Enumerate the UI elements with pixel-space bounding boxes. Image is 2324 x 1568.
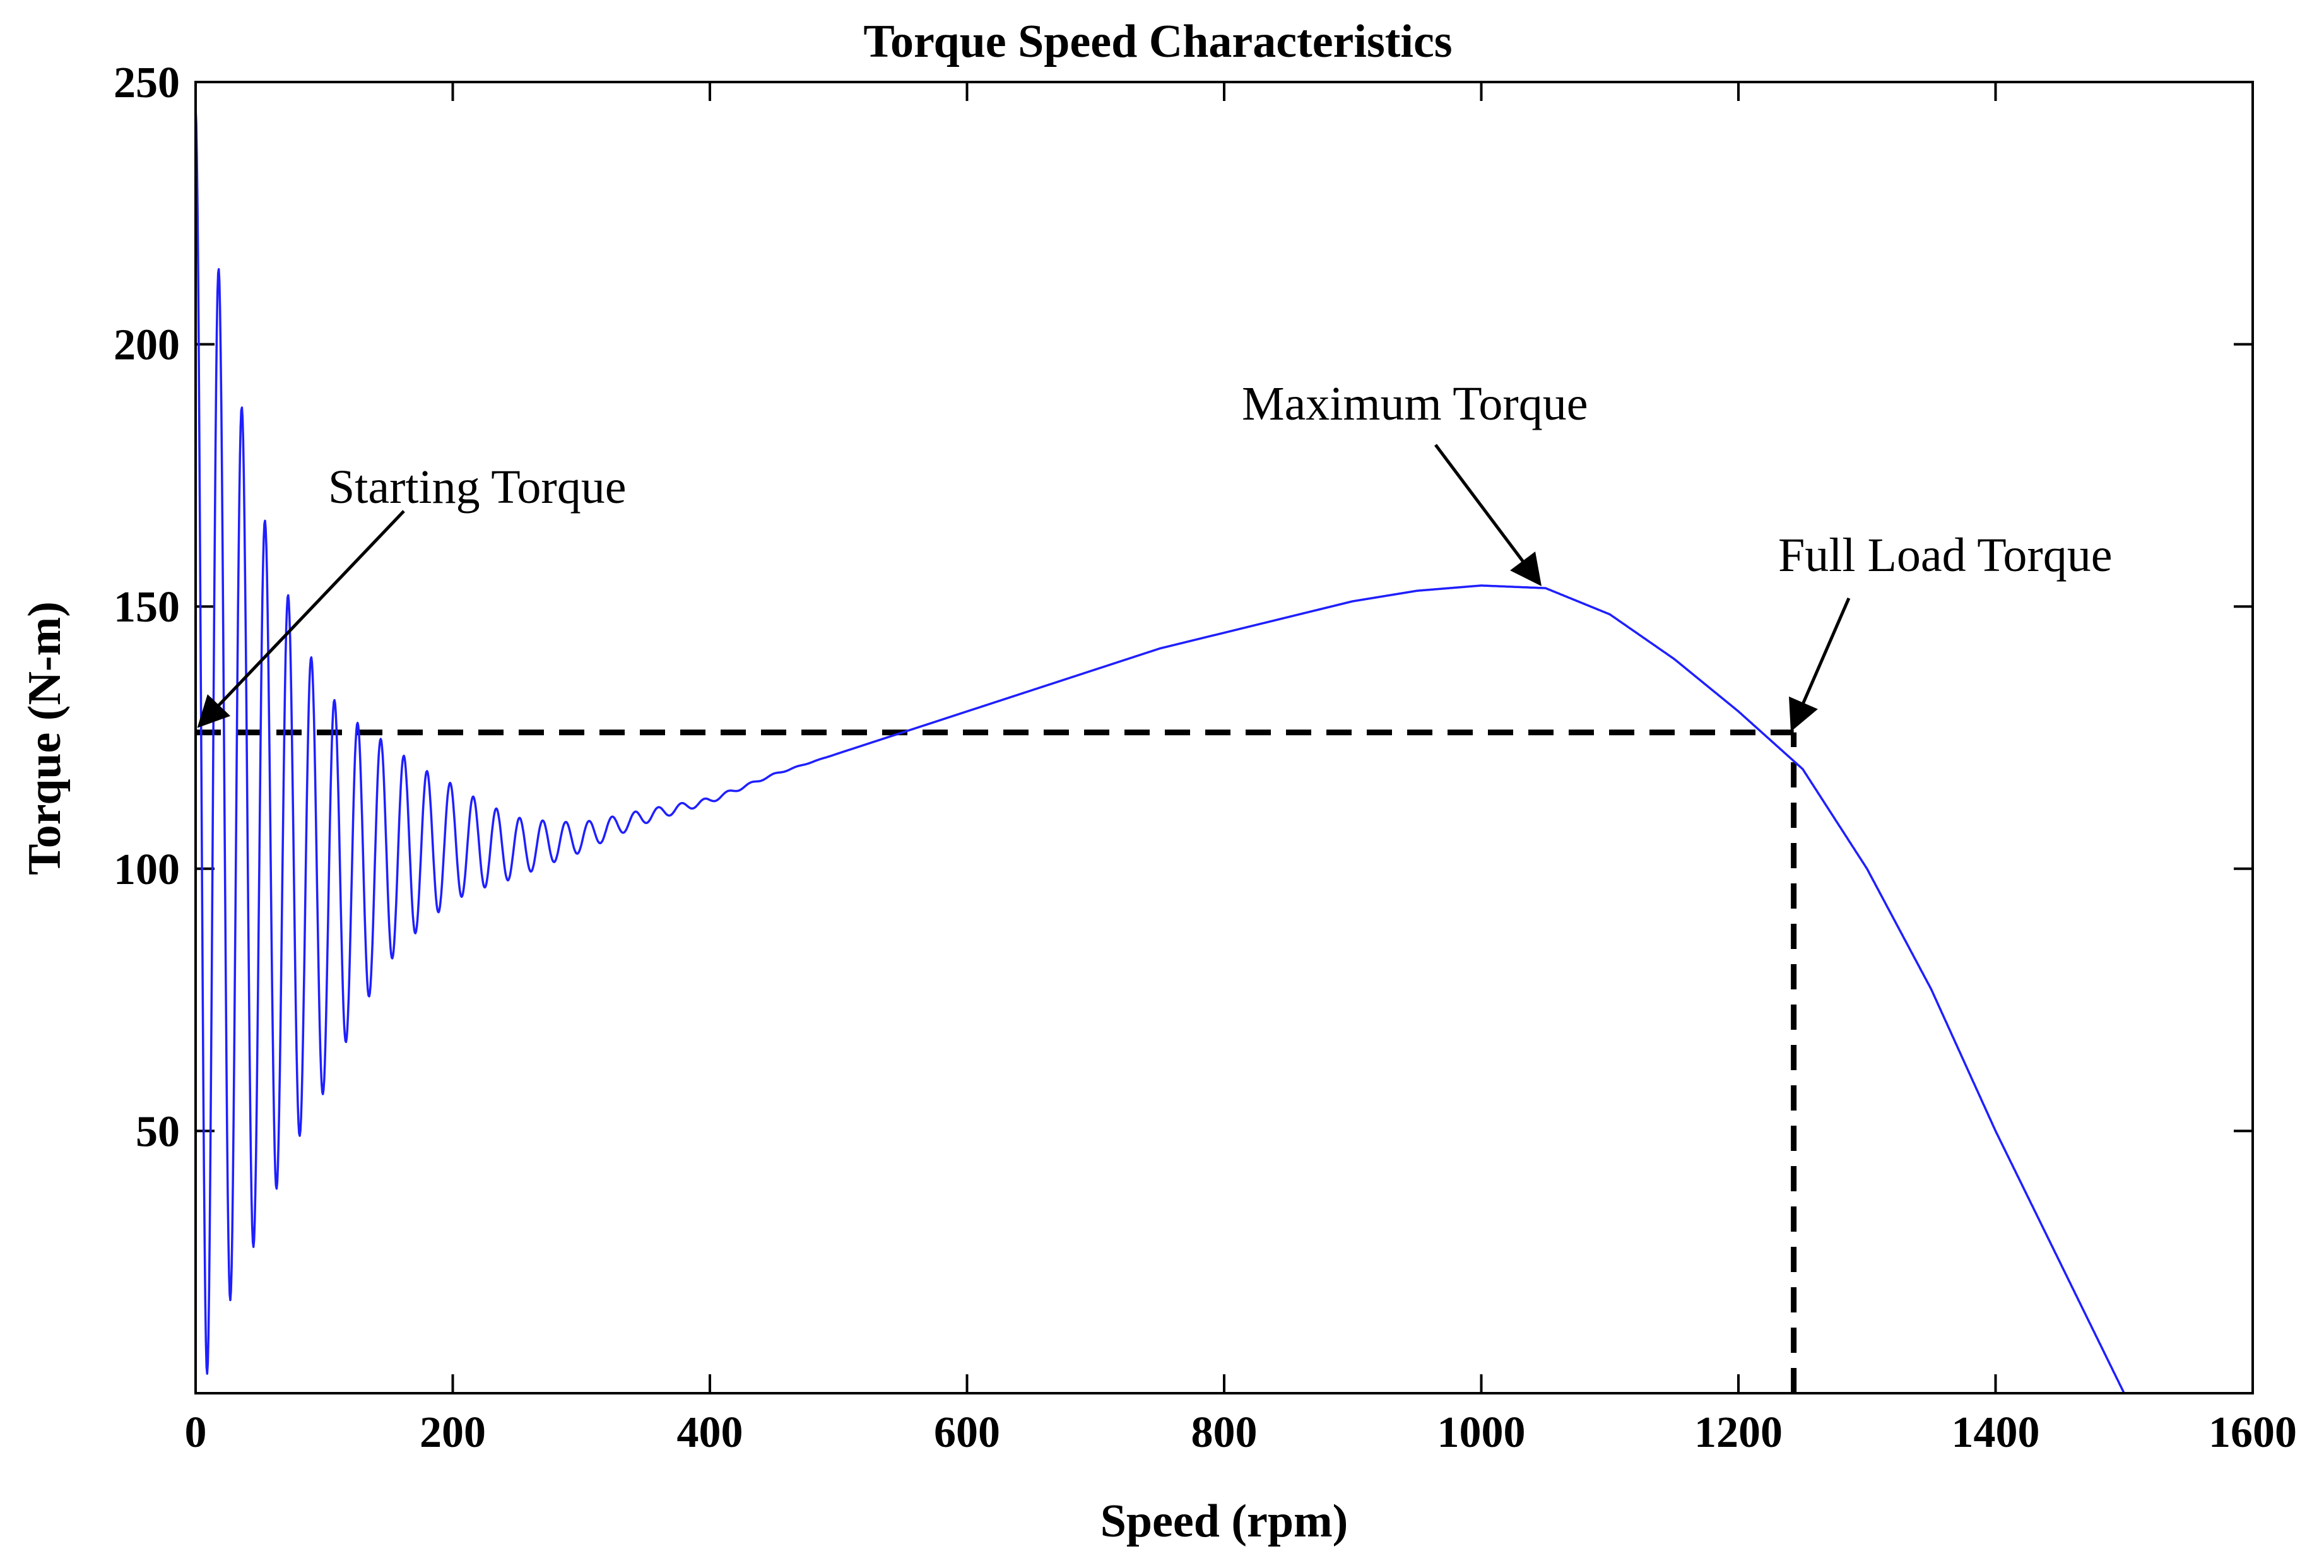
y-tick-label: 250 [114,59,180,107]
x-tick-label: 800 [1191,1408,1258,1457]
y-tick-label: 150 [114,583,180,632]
x-tick-label: 0 [185,1408,207,1457]
x-axis-label: Speed (rpm) [1100,1495,1348,1547]
y-tick-label: 100 [114,846,180,894]
starting-torque-annotation: Starting Torque [328,461,626,514]
reference-lines [196,729,1797,1393]
x-tick-label: 1600 [2209,1408,2297,1457]
x-tick-label: 1000 [1437,1408,1526,1457]
series-group [194,108,2125,1394]
full-load-torque-arrow [1789,598,1851,732]
y-axis-label: Torque (N-m) [19,601,71,875]
x-tick-label: 1400 [1952,1408,2040,1457]
x-tick-label: 200 [420,1408,486,1457]
x-tick-label: 600 [934,1408,1000,1457]
torque-series-line [194,108,2125,1394]
chart-title: Torque Speed Characteristics [863,16,1452,68]
y-tick-label: 50 [136,1107,180,1156]
x-tick-label: 1200 [1694,1408,1783,1457]
maximum-torque-annotation: Maximum Torque [1242,377,1588,430]
annotations: Starting Torque Maximum Torque Full Load… [197,377,2112,732]
y-axis-ticks: 50 100 150 200 250 [114,59,2253,1156]
x-axis-ticks: 0 200 400 600 800 1000 1200 1400 1600 [185,82,2297,1457]
maximum-torque-arrow [1434,444,1542,586]
plot-area-frame [194,81,2254,1394]
starting-torque-arrow [197,510,405,728]
y-tick-label: 200 [114,321,180,370]
x-tick-label: 400 [677,1408,743,1457]
full-load-torque-annotation: Full Load Torque [1778,529,2112,582]
